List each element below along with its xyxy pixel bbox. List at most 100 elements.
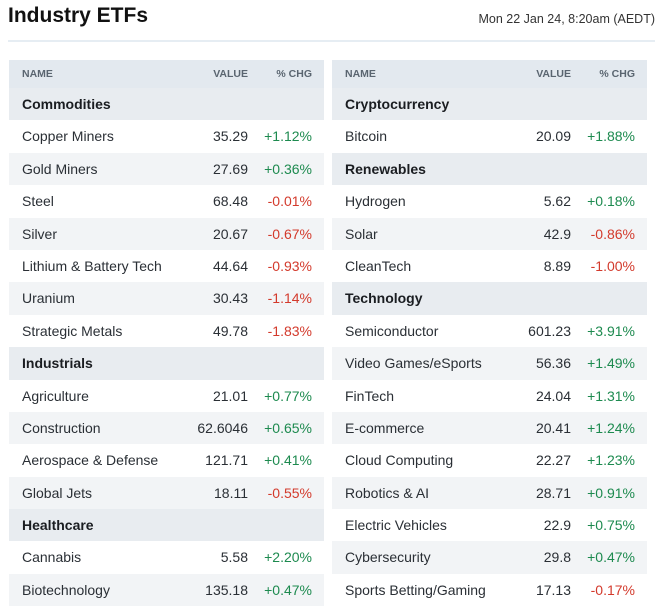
table-row[interactable]: Gold Miners 27.69 +0.36% (9, 152, 324, 186)
etf-percent-change: -0.67% (267, 225, 312, 242)
column-header-value[interactable]: VALUE (213, 68, 248, 80)
etf-percent-change: +1.12% (264, 128, 312, 145)
etf-percent-change: +0.47% (264, 581, 312, 598)
table-row[interactable]: Copper Miners 35.29 +1.12% (9, 120, 324, 152)
section-label: Cryptocurrency (345, 96, 450, 112)
section-header: Industrials (9, 347, 324, 380)
table-row[interactable]: Strategic Metals 49.78 -1.83% (9, 315, 324, 347)
etf-percent-change: -0.01% (267, 193, 312, 210)
etf-name-link[interactable]: Cannabis (22, 549, 82, 566)
etf-value: 62.6046 (197, 419, 248, 436)
table-row[interactable]: Electric Vehicles 22.9 +0.75% (332, 509, 647, 541)
column-header-name[interactable]: NAME (345, 68, 376, 80)
column-header-name[interactable]: NAME (22, 68, 53, 80)
page-title: Industry ETFs (8, 4, 149, 27)
table-row[interactable]: Lithium & Battery Tech 44.64 -0.93% (9, 250, 324, 282)
etf-percent-change: +2.20% (264, 549, 312, 566)
column-header-change[interactable]: % CHG (276, 68, 312, 80)
etf-name-link[interactable]: Video Games/eSports (345, 355, 482, 372)
table-row[interactable]: Cybersecurity 29.8 +0.47% (332, 541, 647, 574)
etf-value: 68.48 (212, 193, 248, 210)
section-header: Renewables (332, 152, 647, 186)
etf-name-link[interactable]: Sports Betting/Gaming (345, 581, 486, 598)
table-row[interactable]: Video Games/eSports 56.36 +1.49% (332, 347, 647, 380)
etf-percent-change: +0.47% (587, 549, 635, 566)
table-row[interactable]: CleanTech 8.89 -1.00% (332, 250, 647, 282)
etf-name-link[interactable]: Agriculture (22, 387, 89, 404)
etf-value: 24.04 (535, 387, 571, 404)
table-row[interactable]: Aerospace & Defense 121.71 +0.41% (9, 444, 324, 476)
etf-name-link[interactable]: E-commerce (345, 419, 425, 436)
column-header-change[interactable]: % CHG (599, 68, 635, 80)
etf-name-link[interactable]: Copper Miners (22, 128, 114, 145)
etf-percent-change: +1.49% (587, 355, 635, 372)
etf-name-link[interactable]: Construction (22, 419, 101, 436)
table-row[interactable]: Sports Betting/Gaming 17.13 -0.17% (332, 574, 647, 606)
etf-percent-change: -0.55% (267, 484, 312, 501)
etf-percent-change: -0.17% (590, 581, 635, 598)
section-label: Healthcare (22, 517, 94, 534)
etf-percent-change: -1.00% (590, 257, 635, 274)
etf-name-link[interactable]: Silver (22, 225, 58, 242)
table-row[interactable]: Agriculture 21.01 +0.77% (9, 380, 324, 412)
etf-value: 56.36 (535, 355, 571, 372)
etf-value: 29.8 (543, 549, 571, 566)
etf-percent-change: -1.83% (267, 322, 312, 339)
table-row[interactable]: Biotechnology 135.18 +0.47% (9, 573, 324, 607)
table-row[interactable]: Uranium 30.43 -1.14% (9, 282, 324, 315)
etf-value: 20.09 (535, 128, 571, 145)
etf-percent-change: +3.91% (587, 322, 635, 339)
etf-table-left: NAME VALUE % CHG Commodities Copper Miner… (9, 60, 324, 607)
table-row[interactable]: Hydrogen 5.62 +0.18% (332, 185, 647, 217)
etf-name-link[interactable]: Steel (22, 193, 54, 210)
etf-value: 22.9 (543, 517, 571, 534)
etf-percent-change: +1.24% (587, 419, 635, 436)
etf-name-link[interactable]: Solar (345, 225, 378, 242)
etf-value: 5.58 (220, 549, 248, 566)
etf-value: 49.78 (212, 322, 248, 339)
table-body-right: Cryptocurrency Bitcoin 20.09 +1.88% Renewabl… (332, 88, 647, 606)
section-header: Healthcare (9, 509, 324, 542)
etf-name-link[interactable]: Lithium & Battery Tech (22, 257, 162, 274)
table-row[interactable]: Construction 62.6046 +0.65% (9, 411, 324, 445)
etf-name-link[interactable]: Global Jets (22, 484, 93, 501)
etf-value: 20.67 (212, 225, 248, 242)
etf-name-link[interactable]: Cloud Computing (345, 452, 454, 469)
etf-name-link[interactable]: Uranium (22, 290, 75, 307)
etf-name-link[interactable]: Semiconductor (345, 322, 439, 339)
etf-name-link[interactable]: Hydrogen (345, 193, 406, 210)
page-header: Industry ETFs Mon 22 Jan 24, 8:20am (AED… (8, 0, 655, 42)
table-row[interactable]: Bitcoin 20.09 +1.88% (332, 120, 647, 152)
table-row[interactable]: Global Jets 18.11 -0.55% (9, 476, 324, 510)
etf-name-link[interactable]: Cybersecurity (345, 549, 431, 566)
column-header-value[interactable]: VALUE (536, 68, 571, 80)
table-row[interactable]: Silver 20.67 -0.67% (9, 217, 324, 250)
table-row[interactable]: Steel 68.48 -0.01% (9, 185, 324, 217)
etf-name-link[interactable]: Robotics & AI (345, 484, 430, 501)
table-row[interactable]: Solar 42.9 -0.86% (332, 217, 647, 250)
section-label: Renewables (345, 160, 426, 177)
etf-percent-change: +0.77% (264, 387, 312, 404)
etf-value: 17.13 (535, 581, 571, 598)
table-row[interactable]: Cannabis 5.58 +2.20% (9, 541, 324, 573)
etf-value: 5.62 (543, 193, 571, 210)
etf-name-link[interactable]: Strategic Metals (22, 322, 123, 339)
etf-value: 42.9 (543, 225, 571, 242)
etf-name-link[interactable]: CleanTech (345, 257, 412, 274)
table-body-left: Commodities Copper Miners 35.29 +1.12% Gold … (9, 88, 324, 607)
etf-name-link[interactable]: Electric Vehicles (345, 517, 447, 534)
etf-name-link[interactable]: Biotechnology (22, 581, 110, 598)
etf-name-link[interactable]: FinTech (345, 387, 395, 404)
table-row[interactable]: E-commerce 20.41 +1.24% (332, 411, 647, 445)
section-header: Technology (332, 282, 647, 315)
table-row[interactable]: Semiconductor 601.23 +3.91% (332, 315, 647, 347)
table-row[interactable]: FinTech 24.04 +1.31% (332, 380, 647, 412)
etf-name-link[interactable]: Bitcoin (345, 128, 388, 145)
etf-percent-change: +1.23% (587, 452, 635, 469)
etf-value: 135.18 (205, 581, 248, 598)
etf-percent-change: -1.14% (267, 290, 312, 307)
table-row[interactable]: Robotics & AI 28.71 +0.91% (332, 476, 647, 510)
etf-name-link[interactable]: Gold Miners (22, 160, 98, 177)
etf-name-link[interactable]: Aerospace & Defense (22, 452, 159, 469)
table-row[interactable]: Cloud Computing 22.27 +1.23% (332, 444, 647, 476)
